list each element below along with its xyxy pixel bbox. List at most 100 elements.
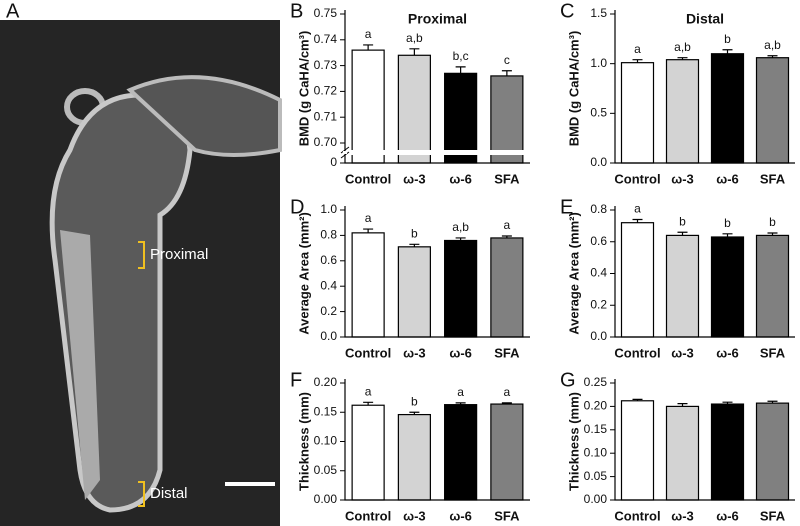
panel-letter: D — [290, 196, 304, 218]
error-bar — [677, 402, 688, 407]
error-bar — [363, 228, 374, 233]
y-axis-label: BMD (g CaHA/cm³) — [566, 31, 581, 147]
significance-letter: c — [504, 53, 510, 67]
y-tick-label: 0.71 — [314, 109, 338, 123]
significance-letter: a — [457, 385, 464, 399]
error-bar — [501, 70, 512, 76]
y-tick-label: 0.15 — [314, 404, 338, 418]
bar — [397, 413, 431, 501]
bar — [710, 53, 745, 164]
error-bar — [722, 233, 733, 237]
x-tick-label: ω-6 — [449, 171, 472, 186]
error-bar — [632, 218, 643, 223]
significance-letter: a — [504, 385, 511, 399]
significance-letter: b — [769, 215, 776, 229]
x-tick-label: ω-6 — [449, 345, 472, 360]
x-tick-label: Control — [614, 345, 660, 360]
x-tick-label: ω-6 — [449, 508, 472, 523]
significance-letter: b — [411, 394, 418, 408]
bar — [351, 232, 385, 338]
significance-letter: b — [724, 216, 731, 230]
bar — [444, 239, 478, 338]
x-tick-label: ω-3 — [403, 171, 426, 186]
y-tick-label: 0.20 — [314, 375, 338, 389]
significance-letter: a — [365, 27, 372, 41]
x-tick-label: Control — [345, 171, 391, 186]
y-tick-label: 0.00 — [584, 492, 608, 506]
x-tick-label: ω-3 — [671, 171, 694, 186]
bar — [665, 234, 700, 338]
bone-shape — [60, 230, 100, 500]
y-tick-label: 0 — [330, 155, 337, 169]
significance-letter: b — [411, 226, 418, 240]
y-tick-label: 0.6 — [590, 234, 607, 248]
y-tick-label: 0.8 — [320, 228, 337, 242]
error-bar — [767, 232, 778, 236]
y-tick-label: 0.2 — [590, 297, 607, 311]
x-tick-label: ω-3 — [671, 345, 694, 360]
error-bar — [632, 398, 643, 401]
axis — [614, 379, 795, 501]
axis — [344, 206, 530, 338]
significance-letter: a — [365, 384, 372, 398]
axis — [614, 206, 795, 338]
micro-ct-image: Proximal Distal — [0, 20, 282, 526]
axis — [344, 379, 530, 501]
error-bar — [455, 237, 466, 241]
y-tick-label: 0.2 — [320, 304, 337, 318]
bar — [444, 72, 478, 164]
bar — [620, 400, 655, 501]
significance-letter: a — [365, 211, 372, 225]
region-label: Proximal — [150, 246, 208, 263]
x-tick-label: SFA — [494, 345, 520, 360]
bar — [665, 59, 700, 164]
bracket — [138, 241, 145, 269]
chart-title: Distal — [686, 11, 724, 27]
x-tick-label: SFA — [760, 345, 786, 360]
significance-letter: a,b — [452, 220, 469, 234]
y-axis-label: Average Area (mm²) — [296, 212, 311, 335]
y-tick-label: 0.05 — [584, 469, 608, 483]
bar — [755, 234, 790, 338]
panel-letter: G — [560, 369, 576, 391]
x-tick-label: ω-6 — [716, 345, 739, 360]
y-tick-label: 0.6 — [320, 253, 337, 267]
y-tick-label: 0.10 — [314, 434, 338, 448]
y-tick-label: 0.74 — [314, 32, 338, 46]
significance-letter: a — [634, 202, 641, 216]
y-tick-label: 0.5 — [590, 106, 607, 120]
y-axis-label: BMD (g CaHA/cm³) — [296, 31, 311, 147]
x-tick-label: SFA — [760, 171, 786, 186]
bar — [444, 404, 478, 501]
y-tick-label: 0.4 — [590, 266, 607, 280]
error-bar — [632, 59, 643, 63]
x-tick-label: ω-3 — [403, 345, 426, 360]
bone-shape — [126, 75, 282, 157]
axis — [614, 10, 795, 164]
error-bar — [767, 55, 778, 58]
bar — [755, 57, 790, 164]
panel-letter: E — [560, 196, 573, 218]
y-tick-label: 1.0 — [590, 56, 607, 70]
y-tick-label: 0.05 — [314, 463, 338, 477]
panel-letter: C — [560, 0, 574, 22]
x-tick-label: ω-6 — [716, 171, 739, 186]
y-axis-label: Thickness (mm) — [296, 392, 311, 491]
y-tick-label: 1.0 — [320, 202, 337, 216]
x-tick-label: ω-3 — [671, 508, 694, 523]
significance-letter: b — [679, 214, 686, 228]
chart-title: Proximal — [408, 11, 467, 27]
error-bar — [677, 57, 688, 60]
x-tick-label: ω-3 — [403, 508, 426, 523]
significance-letter: b,c — [453, 49, 469, 63]
panel-letter: A — [6, 0, 20, 22]
y-tick-label: 0.73 — [314, 58, 338, 72]
x-tick-label: SFA — [494, 508, 520, 523]
region-label: Distal — [150, 485, 188, 502]
panel-letter: F — [290, 369, 302, 391]
error-bar — [455, 402, 466, 405]
y-tick-label: 0.20 — [584, 399, 608, 413]
significance-letter: a — [504, 218, 511, 232]
error-bar — [363, 401, 374, 406]
